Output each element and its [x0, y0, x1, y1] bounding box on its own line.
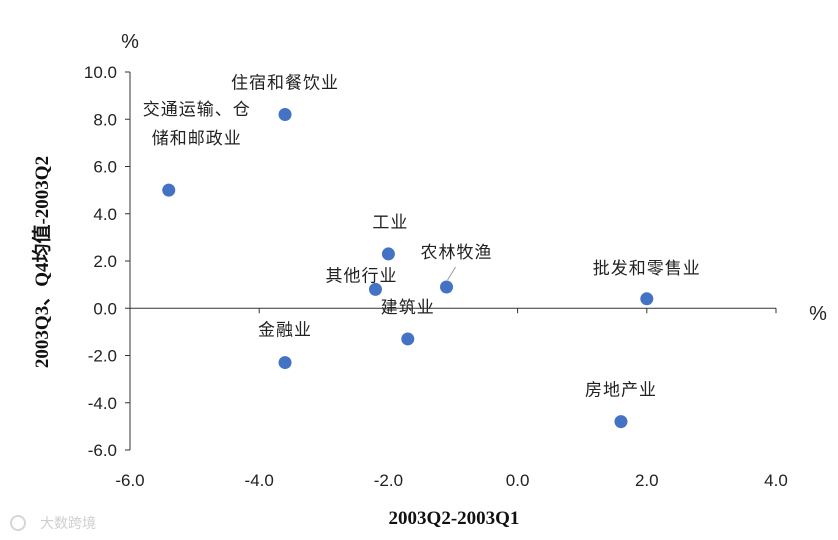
label-connector-line [447, 266, 456, 281]
x-tick-label: -2.0 [374, 471, 403, 490]
y-tick-label: 4.0 [93, 205, 117, 224]
y-unit-label: % [121, 31, 139, 53]
data-point [401, 332, 415, 346]
watermark-text: 大数跨境 [40, 516, 96, 532]
data-point [381, 247, 395, 261]
point-label: 工业 [372, 213, 408, 233]
point-label: 建筑业 [381, 298, 435, 318]
point-label: 批发和零售业 [593, 259, 701, 279]
y-tick-label: 8.0 [93, 110, 117, 129]
watermark-logo-icon [10, 515, 26, 531]
y-tick-label: 2.0 [93, 252, 117, 271]
data-point [640, 292, 654, 306]
x-tick-label: -4.0 [245, 471, 274, 490]
y-tick-label: 10.0 [84, 63, 117, 82]
data-point [278, 356, 292, 370]
data-point [614, 415, 628, 429]
data-points [162, 108, 654, 429]
y-tick-label: -2.0 [88, 347, 117, 366]
point-label: 房地产业 [585, 381, 657, 401]
label-connectors [447, 266, 456, 281]
x-tick-labels: -6.0 -4.0 -2.0 0.0 2.0 4.0 [115, 471, 787, 490]
point-label: 住宿和餐饮业 [231, 74, 339, 94]
point-label-line: 储和邮政业 [152, 129, 242, 149]
watermark: 大数跨境 [10, 515, 96, 532]
point-label: 金融业 [258, 321, 312, 341]
data-point [440, 280, 454, 294]
x-axis-title: 2003Q2-2003Q1 [389, 508, 520, 529]
x-tick-label: 4.0 [764, 471, 788, 490]
y-tick-label: -6.0 [88, 441, 117, 460]
data-point [278, 108, 292, 122]
point-label-line: 交通运输、仓 [143, 100, 251, 120]
x-unit-label: % [809, 303, 827, 325]
data-point [368, 282, 382, 296]
x-axis [129, 307, 777, 314]
y-tick-label: 6.0 [93, 158, 117, 177]
point-label: 交通运输、仓储和邮政业 [143, 100, 251, 149]
y-axis-title: 2003Q3、Q4均值-2003Q2 [30, 156, 53, 368]
data-point [162, 183, 176, 197]
point-label: 农林牧渔 [421, 243, 493, 263]
x-tick-label: -6.0 [115, 471, 144, 490]
y-tick-labels: 10.0 8.0 6.0 4.0 2.0 0.0 -2.0 -4.0 -6.0 [84, 63, 117, 460]
y-tick-label: 0.0 [93, 299, 117, 318]
y-tick-label: -4.0 [88, 394, 117, 413]
y-axis [125, 71, 131, 451]
x-tick-label: 2.0 [635, 471, 659, 490]
point-label: 其他行业 [325, 266, 397, 286]
x-tick-label: 0.0 [506, 471, 530, 490]
